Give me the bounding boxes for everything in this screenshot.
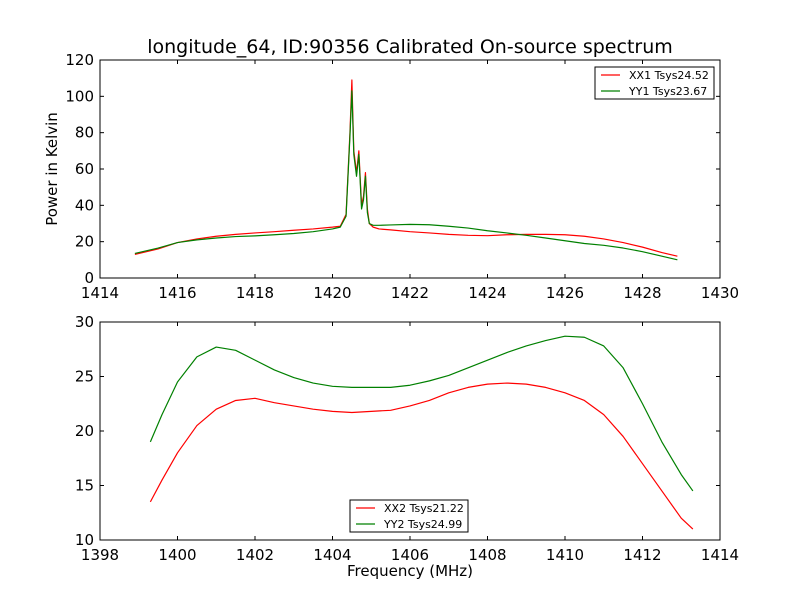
top-y-tick-label: 0 [84, 269, 94, 287]
bottom-x-tick-label: 1398 [81, 546, 119, 564]
bottom-x-tick-label: 1412 [623, 546, 661, 564]
bottom-y-tick-label: 10 [75, 531, 94, 549]
top-y-tick-label: 20 [75, 233, 94, 251]
chart-title: longitude_64, ID:90356 Calibrated On-sou… [147, 36, 673, 58]
legend-label-yy1: YY1 Tsys23.67 [628, 85, 707, 98]
legend-top: XX1 Tsys24.52 YY1 Tsys23.67 [594, 66, 715, 100]
legend-label-xx2: XX2 Tsys21.22 [384, 502, 464, 515]
top-y-tick-label: 60 [75, 160, 94, 178]
top-x-tick-label: 1426 [546, 284, 584, 302]
top-x-tick-label: 1418 [236, 284, 274, 302]
legend-box-bottom [349, 499, 469, 533]
bottom-ticks: 1398 1400 1402 1404 1406 1408 1410 1412 1414 10 15… [75, 313, 739, 564]
bottom-x-tick-label: 1400 [158, 546, 196, 564]
top-x-tick-label: 1416 [158, 284, 196, 302]
bottom-y-tick-label: 25 [75, 368, 94, 386]
top-y-tick-label: 100 [65, 87, 94, 105]
top-x-tick-label: 1430 [701, 284, 739, 302]
bottom-series-line-yy [149, 335, 694, 492]
bottom-series-group [149, 335, 694, 530]
bottom-x-tick-label: 1404 [313, 546, 351, 564]
bottom-x-tick-label: 1406 [391, 546, 429, 564]
bottom-y-tick-label: 20 [75, 422, 94, 440]
legend-bottom: XX2 Tsys21.22 YY2 Tsys24.99 [349, 499, 469, 533]
bottom-x-tick-label: 1414 [701, 546, 739, 564]
top-series-line-yy [134, 90, 678, 261]
bottom-series-line-xx [149, 382, 694, 530]
chart-bottom: 1398 1400 1402 1404 1406 1408 1410 1412 1414 10 15… [75, 313, 739, 580]
y-axis-label-top: Power in Kelvin [43, 112, 61, 226]
top-ticks: 1414 1416 1418 1420 1422 1424 1426 1428 1430 0 20 4… [65, 51, 739, 302]
top-y-tick-label: 80 [75, 124, 94, 142]
bottom-x-tick-label: 1402 [236, 546, 274, 564]
top-x-tick-label: 1422 [391, 284, 429, 302]
legend-box-top [594, 66, 715, 100]
chart-top: longitude_64, ID:90356 Calibrated On-sou… [43, 36, 739, 302]
bottom-y-tick-label: 30 [75, 313, 94, 331]
top-x-tick-label: 1424 [468, 284, 506, 302]
bottom-y-tick-label: 15 [75, 477, 94, 495]
top-x-tick-label: 1420 [313, 284, 351, 302]
top-x-tick-label: 1428 [623, 284, 661, 302]
top-y-tick-label: 120 [65, 51, 94, 69]
bottom-x-tick-label: 1410 [546, 546, 584, 564]
top-series-line-xx [134, 79, 678, 257]
legend-label-yy2: YY2 Tsys24.99 [383, 518, 462, 531]
top-y-tick-label: 40 [75, 196, 94, 214]
legend-label-xx1: XX1 Tsys24.52 [629, 69, 709, 82]
top-x-tick-label: 1414 [81, 284, 119, 302]
top-series-group [134, 79, 678, 261]
bottom-x-tick-label: 1408 [468, 546, 506, 564]
x-axis-label-bottom: Frequency (MHz) [347, 562, 473, 580]
